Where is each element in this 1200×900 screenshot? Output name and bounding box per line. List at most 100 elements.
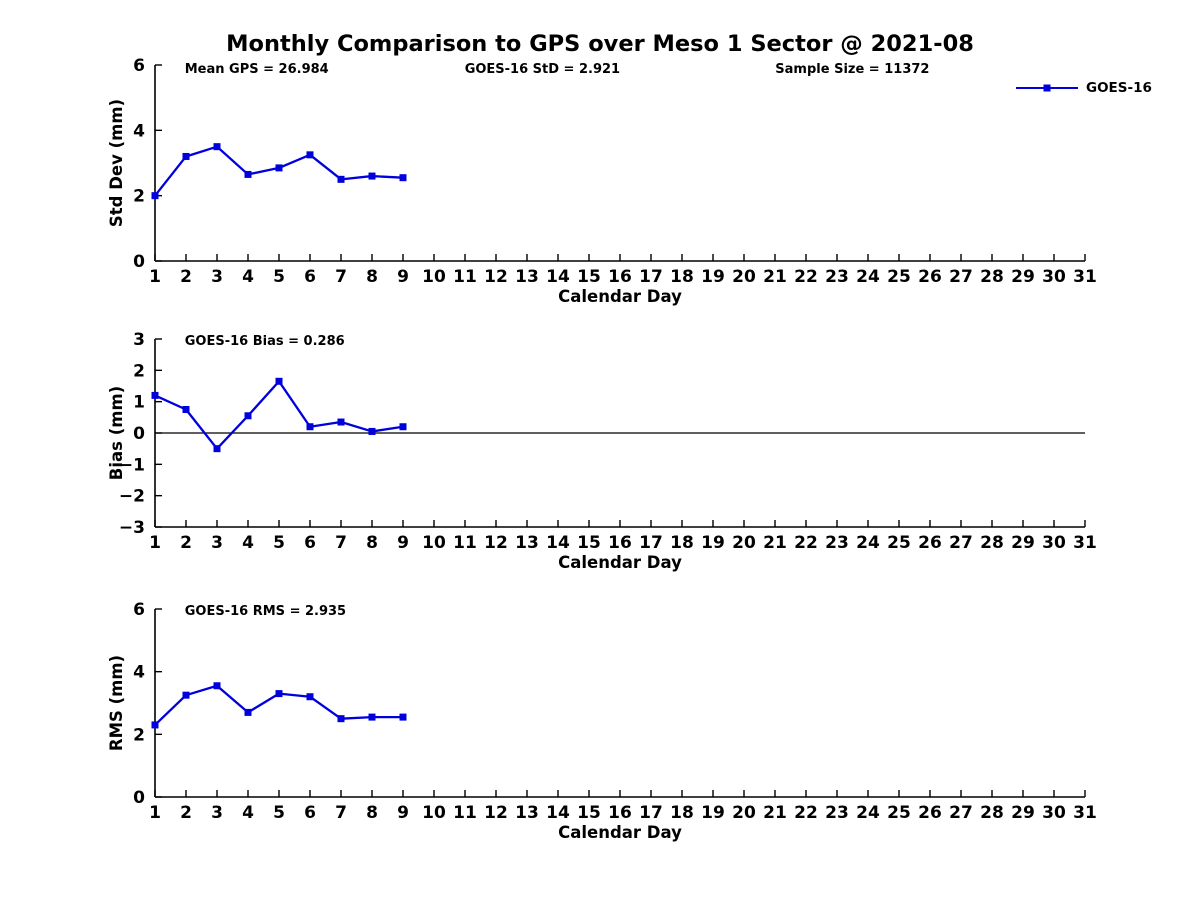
- y-tick-label: −1: [119, 455, 145, 475]
- x-tick-label: 24: [856, 803, 880, 823]
- series-marker: [213, 445, 221, 453]
- x-tick-label: 13: [515, 267, 539, 287]
- x-tick-label: 6: [304, 533, 316, 553]
- x-tick-label: 30: [1042, 803, 1066, 823]
- x-tick-label: 23: [825, 533, 849, 553]
- x-tick-label: 11: [453, 267, 477, 287]
- x-tick-label: 31: [1073, 267, 1097, 287]
- x-tick-label: 12: [484, 533, 508, 553]
- x-tick-label: 10: [422, 533, 446, 553]
- series-marker: [306, 423, 314, 431]
- series-marker: [275, 377, 283, 385]
- x-tick-label: 24: [856, 267, 880, 287]
- x-axis-label: Calendar Day: [558, 553, 682, 572]
- x-tick-label: 9: [397, 803, 409, 823]
- series-marker: [306, 693, 314, 701]
- x-tick-label: 2: [180, 533, 192, 553]
- x-tick-label: 4: [242, 267, 254, 287]
- x-tick-label: 27: [949, 803, 973, 823]
- series-marker: [337, 715, 345, 723]
- x-tick-label: 28: [980, 533, 1004, 553]
- x-tick-label: 31: [1073, 803, 1097, 823]
- x-tick-label: 7: [335, 267, 347, 287]
- series-marker: [368, 427, 376, 435]
- x-tick-label: 20: [732, 267, 756, 287]
- x-tick-label: 15: [577, 267, 601, 287]
- series-marker: [182, 152, 190, 160]
- series-line-GOES-16: [154, 380, 404, 450]
- x-tick-label: 5: [273, 267, 285, 287]
- x-tick-label: 7: [335, 533, 347, 553]
- series-marker: [399, 174, 407, 182]
- x-tick-label: 9: [397, 533, 409, 553]
- x-tick-label: 22: [794, 803, 818, 823]
- x-tick-label: 30: [1042, 533, 1066, 553]
- x-tick-label: 13: [515, 533, 539, 553]
- x-tick-label: 16: [608, 533, 632, 553]
- series-marker: [244, 170, 252, 178]
- x-tick-label: 28: [980, 267, 1004, 287]
- x-tick-label: 1: [149, 533, 161, 553]
- x-tick-label: 1: [149, 803, 161, 823]
- y-tick-label: 6: [133, 600, 145, 620]
- x-tick-label: 26: [918, 267, 942, 287]
- y-tick-label: 0: [133, 788, 145, 808]
- x-axis-label: Calendar Day: [558, 823, 682, 842]
- x-tick-label: 26: [918, 803, 942, 823]
- x-tick-label: 23: [825, 267, 849, 287]
- x-tick-label: 24: [856, 533, 880, 553]
- x-tick-label: 22: [794, 267, 818, 287]
- x-tick-label: 30: [1042, 267, 1066, 287]
- x-tick-label: 25: [887, 267, 911, 287]
- x-tick-label: 19: [701, 803, 725, 823]
- x-axis-label: Calendar Day: [558, 287, 682, 306]
- x-tick-label: 25: [887, 803, 911, 823]
- x-tick-label: 29: [1011, 803, 1035, 823]
- y-tick-label: −3: [119, 518, 145, 538]
- series-marker: [151, 192, 159, 200]
- x-tick-label: 18: [670, 803, 694, 823]
- x-tick-label: 8: [366, 267, 378, 287]
- chart-title: Monthly Comparison to GPS over Meso 1 Se…: [226, 31, 974, 57]
- x-tick-label: 26: [918, 533, 942, 553]
- x-tick-label: 17: [639, 803, 663, 823]
- y-tick-label: 3: [133, 330, 145, 350]
- x-tick-label: 6: [304, 267, 316, 287]
- x-tick-label: 3: [211, 803, 223, 823]
- x-tick-label: 17: [639, 267, 663, 287]
- x-tick-label: 20: [732, 803, 756, 823]
- annotation: GOES-16 StD = 2.921: [465, 62, 620, 77]
- x-tick-label: 21: [763, 533, 787, 553]
- y-tick-label: 2: [133, 725, 145, 745]
- series-marker: [337, 418, 345, 426]
- x-tick-label: 18: [670, 267, 694, 287]
- x-tick-label: 12: [484, 803, 508, 823]
- x-tick-label: 9: [397, 267, 409, 287]
- legend-line-sample: [1016, 84, 1078, 92]
- legend-marker-square: [1043, 84, 1051, 92]
- series-marker: [213, 682, 221, 690]
- x-tick-label: 4: [242, 533, 254, 553]
- x-tick-label: 8: [366, 803, 378, 823]
- x-tick-label: 29: [1011, 533, 1035, 553]
- x-tick-label: 11: [453, 803, 477, 823]
- series-marker: [275, 164, 283, 172]
- series-marker: [337, 175, 345, 183]
- x-tick-label: 16: [608, 803, 632, 823]
- x-tick-label: 19: [701, 267, 725, 287]
- y-axis-label: RMS (mm): [107, 655, 126, 751]
- x-tick-label: 31: [1073, 533, 1097, 553]
- series-marker: [244, 708, 252, 716]
- x-tick-label: 29: [1011, 267, 1035, 287]
- series-marker: [213, 143, 221, 151]
- x-tick-label: 14: [546, 803, 570, 823]
- x-tick-label: 10: [422, 803, 446, 823]
- x-tick-label: 23: [825, 803, 849, 823]
- legend-label: GOES-16: [1086, 80, 1152, 96]
- y-tick-label: −2: [119, 487, 145, 507]
- y-tick-label: 0: [133, 252, 145, 272]
- annotation: GOES-16 RMS = 2.935: [185, 604, 346, 619]
- x-tick-label: 12: [484, 267, 508, 287]
